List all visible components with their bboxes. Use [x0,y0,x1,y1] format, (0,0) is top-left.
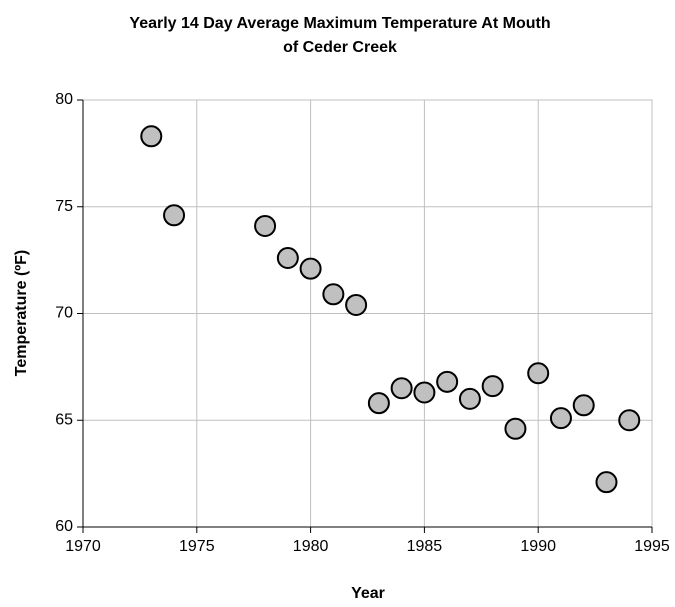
point [572,394,595,417]
point [322,283,345,306]
x-axis-label: Year [351,585,385,602]
chart-title: Yearly 14 Day Average Maximum Temperatur… [129,15,550,32]
point [549,407,572,430]
point [140,125,163,148]
point [276,246,299,269]
point [367,392,390,415]
point [299,257,322,280]
point [527,362,550,385]
y-tick-label: 75 [55,198,73,215]
y-tick-label: 65 [55,411,73,428]
point [595,471,618,494]
point [163,204,186,227]
point [390,377,413,400]
y-axis-label: Temperature (ºF) [13,250,30,376]
x-tick-label: 1970 [65,538,101,555]
point [481,375,504,398]
x-tick-label: 1980 [293,538,329,555]
y-tick-label: 70 [55,305,73,322]
point [458,387,481,410]
x-tick-label: 1975 [179,538,215,555]
point [504,417,527,440]
point [345,293,368,316]
chart-title: of Ceder Creek [283,39,397,56]
point [618,409,641,432]
point [436,370,459,393]
y-tick-label: 80 [55,91,73,108]
x-tick-label: 1990 [520,538,556,555]
y-tick-label: 60 [55,518,73,535]
point [254,214,277,237]
x-tick-label: 1985 [407,538,443,555]
point [413,381,436,404]
x-tick-label: 1995 [634,538,670,555]
